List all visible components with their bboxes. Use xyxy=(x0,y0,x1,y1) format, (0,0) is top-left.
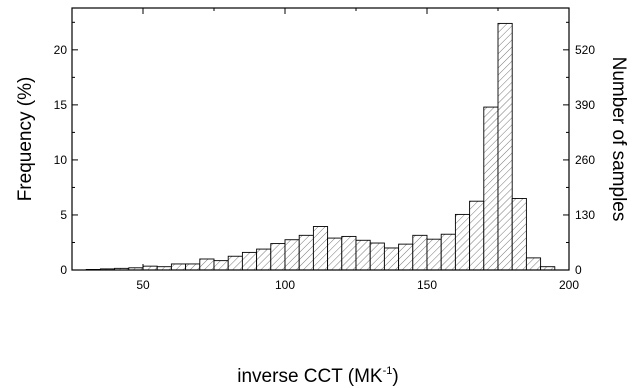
histogram-bar xyxy=(398,243,414,271)
histogram-bar xyxy=(497,22,513,271)
histogram-bar xyxy=(170,263,187,271)
histogram-bar xyxy=(298,234,314,271)
histogram-bar xyxy=(454,213,471,271)
y2-tick-label: 260 xyxy=(575,153,595,167)
y2-tick-label: 390 xyxy=(575,98,595,112)
y2-tick-label: 520 xyxy=(575,43,595,57)
bars-group xyxy=(85,22,556,271)
histogram-bar xyxy=(284,239,300,271)
x-axis-title-suffix: ) xyxy=(392,366,398,387)
y-tick-label: 10 xyxy=(54,153,68,167)
histogram-bar xyxy=(511,197,527,271)
plot-frame xyxy=(71,7,570,271)
x-axis-title-superscript: -1 xyxy=(383,365,393,377)
histogram-bar xyxy=(241,251,258,271)
histogram-bar xyxy=(327,237,343,271)
histogram-bar xyxy=(312,226,329,271)
histogram-bar xyxy=(270,243,286,271)
histogram-bar xyxy=(256,248,272,271)
histogram-bar xyxy=(440,233,456,271)
histogram-bar xyxy=(355,239,371,271)
y2-tick-label: 0 xyxy=(575,263,582,277)
x-tick-label: 150 xyxy=(417,278,437,292)
x-tick-label: 200 xyxy=(559,278,579,292)
histogram-bar xyxy=(483,106,499,271)
histogram-bar xyxy=(341,235,357,271)
histogram-bar xyxy=(369,242,385,271)
x-axis-title: inverse CCT (MK-1) xyxy=(237,365,398,387)
histogram-bar xyxy=(227,255,243,271)
histogram-bar xyxy=(426,238,442,271)
y-tick-label: 5 xyxy=(60,208,67,222)
y-tick-label: 15 xyxy=(54,98,68,112)
y-axis-title: Frequency (%) xyxy=(15,77,36,202)
histogram-bar xyxy=(185,263,201,271)
y-tick-label: 20 xyxy=(54,43,68,57)
x-tick-label: 100 xyxy=(275,278,295,292)
histogram-bar xyxy=(199,258,215,271)
y2-tick-label: 130 xyxy=(575,208,595,222)
x-tick-label: 50 xyxy=(136,278,150,292)
histogram-bar xyxy=(213,260,229,271)
histogram-bar xyxy=(412,234,428,271)
x-axis-title-main: inverse CCT (MK xyxy=(237,366,383,387)
y2-axis-title: Number of samples xyxy=(608,57,629,222)
y-tick-label: 0 xyxy=(60,263,67,277)
histogram-bar xyxy=(525,257,542,271)
histogram-bar xyxy=(469,200,485,271)
histogram-bar xyxy=(383,247,400,271)
